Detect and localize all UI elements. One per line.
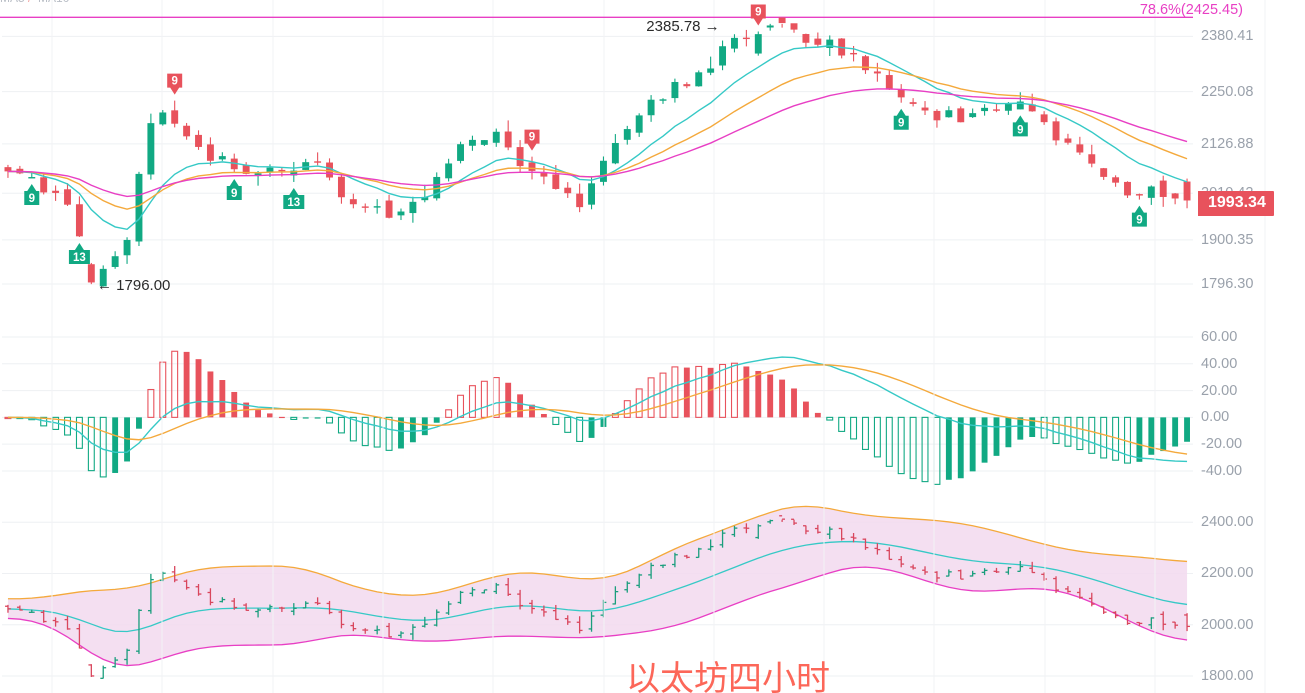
svg-text:13: 13 (287, 197, 300, 209)
svg-text:9: 9 (1017, 124, 1023, 136)
svg-text:9: 9 (755, 6, 761, 18)
svg-text:9: 9 (1136, 215, 1142, 227)
svg-text:9: 9 (29, 193, 35, 205)
svg-text:9: 9 (171, 76, 177, 88)
svg-text:13: 13 (73, 252, 86, 264)
svg-text:9: 9 (231, 188, 237, 200)
svg-text:9: 9 (529, 132, 535, 144)
svg-text:9: 9 (898, 118, 904, 130)
